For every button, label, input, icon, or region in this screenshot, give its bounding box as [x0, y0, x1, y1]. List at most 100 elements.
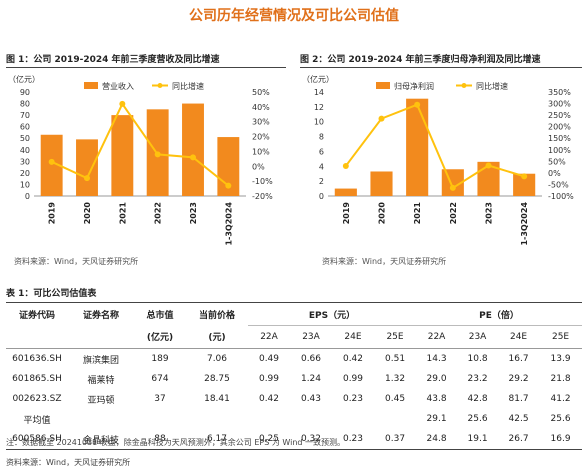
fig2-bar	[406, 98, 429, 196]
table-source: 资料来源：Wind，天风证券研究所	[6, 458, 131, 467]
fig1-y-tick-right: 0%	[252, 162, 265, 171]
fig2-x-tick-label: 2023	[485, 202, 494, 224]
table-header-row: 证券代码 证券名称 总市值 当前价格 EPS（元） PE（倍）	[6, 302, 583, 326]
cell-pe: 16.7	[508, 354, 529, 364]
fig1-title: 图 1：公司 2019-2024 年前三季度营收及同比增速	[6, 55, 220, 65]
fig1-y-tick-left: 80	[20, 100, 30, 109]
fig1-bar	[182, 103, 204, 196]
fig2-y-tick-right: 50%	[548, 157, 566, 166]
fig2-x-tick-label: 1-3Q2024	[520, 202, 529, 246]
fig1-y-tick-right: -20%	[252, 192, 273, 201]
header-price: 当前价格	[186, 302, 248, 326]
fig1-source: 资料来源：Wind，天风证券研究所	[14, 257, 139, 266]
cell-mcap: 37	[154, 394, 166, 404]
cell-pe: 23.2	[467, 374, 488, 384]
cell-eps: 0.43	[300, 394, 322, 404]
cell-pe: 25.6	[467, 414, 488, 424]
table-subheader-row: (亿元) (元) 22A 23A 24E 25E 22A 23A 24E 25E	[6, 325, 583, 349]
header-name: 证券名称	[68, 302, 134, 326]
fig2-y-tick-left: 0	[319, 192, 324, 201]
fig2-x-tick-label: 2021	[413, 202, 422, 225]
header-mcap-unit: (亿元)	[134, 325, 186, 349]
fig2-bar	[370, 171, 393, 196]
page-title: 公司历年经营情况及可比公司估值	[189, 8, 399, 24]
cell-eps: 0.42	[258, 394, 280, 404]
cell-name: 旗滨集团	[82, 355, 119, 366]
cell-name: 亚玛顿	[87, 395, 115, 406]
table-row-average: 平均值 29.1 25.6 42.5 25.6	[6, 409, 582, 429]
fig2-x-tick-label: 2019	[342, 202, 351, 225]
cell-eps: 0.42	[342, 354, 364, 364]
fig1-x-tick-label: 2022	[154, 202, 163, 224]
fig1-y-tick-left: 60	[20, 123, 30, 132]
cell-code: 601865.SH	[12, 374, 62, 384]
cell-mcap: 88	[134, 429, 186, 450]
fig2-title: 图 2：公司 2019-2024 年前三季度归母净利润及同比增速	[300, 55, 541, 65]
cell-mcap: 674	[151, 374, 169, 384]
cell-pe: 29.0	[426, 374, 447, 384]
cell-pe: 41.2	[550, 394, 571, 404]
fig1-legend-line-label: 同比增速	[172, 81, 204, 91]
valuation-table: 证券代码 证券名称 总市值 当前价格 EPS（元） PE（倍） (亿元) (元)…	[6, 302, 583, 450]
cell-eps: 0.66	[300, 354, 322, 364]
cell-eps: 0.49	[258, 354, 280, 364]
cell-pe: 24.8	[416, 429, 458, 450]
header-pe: PE（倍）	[416, 302, 583, 326]
cell-pe: 81.7	[508, 394, 529, 404]
cell-mcap: 189	[151, 354, 169, 364]
fig2-legend: 归母净利润 同比增速	[376, 81, 508, 91]
fig1-y-tick-right: 30%	[252, 118, 270, 127]
fig1-growth-point	[154, 151, 161, 158]
cell-average-label: 平均值	[23, 415, 51, 426]
header-eps-year: 23A	[290, 325, 332, 349]
table-note: 注：数据截至 20241031 收盘，除金晶科技为天风预测外，其余公司 EPS …	[6, 438, 346, 447]
fig2-y-tick-right: 100%	[548, 146, 571, 155]
fig2-y-tick-left: 10	[314, 118, 324, 127]
fig2-x-tick-label: 2022	[449, 202, 458, 224]
cell-eps: 0.51	[385, 354, 406, 364]
cell-eps: 0.23	[332, 429, 374, 450]
fig1-y-tick-left: 0	[25, 192, 30, 201]
fig2-legend-line-marker	[461, 83, 467, 88]
fig1-y-tick-right: 10%	[252, 147, 270, 156]
cell-eps: 0.99	[342, 374, 364, 384]
fig2-y-tick-left: 6	[319, 147, 324, 156]
fig2-unit: （亿元）	[302, 74, 334, 84]
cell-eps: 0.99	[258, 374, 280, 384]
fig2-chart: （亿元） 归母净利润 同比增速 0 2 4 6 8 10 12 14 -100% -50% 0% 50…	[302, 74, 574, 246]
fig1-y-tick-right: 40%	[252, 103, 270, 112]
header-eps-year: 24E	[332, 325, 374, 349]
fig2-y-tick-left: 2	[319, 177, 324, 186]
fig1-chart: （亿元） 营业收入 同比增速 0 10 20 30 40 50 60 70 80 90 -20% -1…	[8, 74, 273, 246]
table-caption: 表 1：可比公司估值表	[6, 289, 97, 299]
cell-pe: 25.6	[550, 414, 571, 424]
fig1-y-tick-right: 20%	[252, 133, 270, 142]
fig2-y-tick-right: 150%	[548, 134, 571, 143]
fig2-source: 资料来源：Wind，天风证券研究所	[322, 257, 447, 266]
fig1-x-tick-label: 2020	[83, 202, 92, 225]
cell-pe: 29.1	[426, 414, 447, 424]
fig2-x-tick-label: 2020	[378, 202, 387, 225]
cell-price: 28.75	[204, 374, 230, 384]
fig2-legend-bar-swatch	[376, 82, 390, 89]
cell-pe: 16.9	[539, 429, 583, 450]
header-eps: EPS（元）	[248, 302, 417, 326]
header-pe-year: 22A	[416, 325, 458, 349]
fig2-growth-point	[378, 115, 385, 122]
fig1-legend: 营业收入 同比增速	[84, 81, 204, 91]
fig1-growth-point	[84, 175, 90, 182]
fig2-y-tick-left: 14	[314, 88, 324, 97]
cell-pe: 29.2	[508, 374, 529, 384]
header-pe-year: 24E	[498, 325, 540, 349]
table-row: 002623.SZ 亚玛顿 37 18.41 0.42 0.43 0.23 0.…	[6, 389, 582, 409]
cell-pe: 10.8	[467, 354, 488, 364]
fig1-y-tick-right: 50%	[252, 88, 270, 97]
fig2-y-tick-right: 350%	[548, 88, 571, 97]
fig2-y-tick-left: 4	[319, 162, 324, 171]
fig1-bar	[40, 134, 63, 196]
fig1-y-tick-left: 50	[20, 134, 30, 143]
cell-price: 18.41	[204, 394, 230, 404]
fig1-y-tick-left: 30	[20, 157, 30, 166]
cell-pe: 42.8	[467, 394, 488, 404]
fig2-y-tick-right: -100%	[548, 192, 574, 201]
